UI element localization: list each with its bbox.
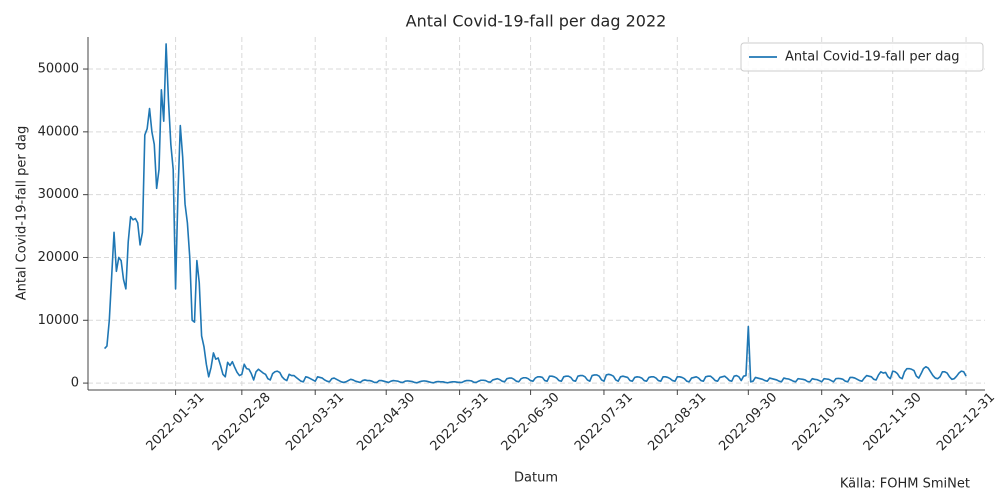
source-note: Källa: FOHM SmiNet [840, 477, 970, 492]
chart-title: Antal Covid-19-fall per dag 2022 [406, 12, 667, 31]
y-axis-title: Antal Covid-19-fall per dag [15, 126, 30, 301]
y-tick-label: 50000 [38, 62, 79, 77]
x-axis-title: Datum [514, 471, 558, 486]
data-line [103, 43, 967, 384]
y-tick-label: 30000 [38, 187, 79, 202]
legend-box [740, 42, 984, 72]
y-tick-label: 40000 [38, 124, 79, 139]
y-tick-label: 0 [71, 376, 79, 391]
legend: Antal Covid-19-fall per dag [740, 42, 984, 72]
y-tick-label: 10000 [38, 313, 79, 328]
y-tick-label: 20000 [38, 250, 79, 265]
legend-label: Antal Covid-19-fall per dag [785, 50, 960, 65]
